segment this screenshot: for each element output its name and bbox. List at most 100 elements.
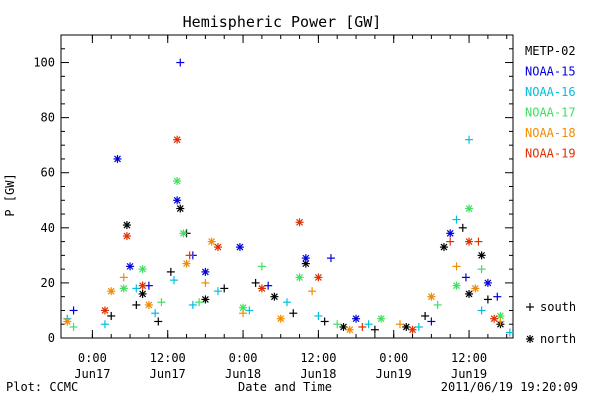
- data-point-noaa-15-south: [69, 306, 78, 315]
- data-point-noaa-19-north: [138, 281, 147, 290]
- data-point-noaa-17-south: [333, 320, 342, 329]
- data-point-noaa-18-north: [107, 287, 116, 296]
- data-point-noaa-19-north: [100, 306, 109, 315]
- data-point-metp-02-south: [458, 223, 467, 232]
- data-point-metp-02-south: [107, 311, 116, 320]
- data-point-metp-02-north: [201, 295, 210, 304]
- data-point-noaa-19-north: [490, 314, 499, 323]
- marker-legend-label-north: north: [540, 332, 576, 346]
- x-tick-label-time: 0:00: [229, 351, 258, 365]
- data-point-noaa-18-south: [308, 287, 317, 296]
- footer-source: Plot: CCMC: [6, 380, 78, 394]
- legend-entry-noaa-15: NOAA-15: [525, 65, 576, 79]
- marker-legend-symbol-north: [526, 335, 534, 343]
- data-point-noaa-17-south: [433, 300, 442, 309]
- chart-title: Hemispheric Power [GW]: [183, 13, 382, 31]
- legend: METP-02 NOAA-15 NOAA-16 NOAA-17 NOAA-18 NOAA-…: [525, 44, 576, 161]
- data-point-noaa-18-south: [396, 320, 404, 329]
- data-point-noaa-18-north: [207, 237, 216, 246]
- data-point-noaa-16-south: [188, 300, 197, 309]
- data-point-noaa-16-south: [132, 284, 141, 293]
- data-point-noaa-19-north: [465, 237, 474, 246]
- data-point-noaa-16-south: [477, 306, 486, 315]
- x-tick-label-date: Jun17: [74, 367, 110, 381]
- data-point-noaa-17-north: [173, 176, 182, 185]
- data-point-noaa-17-north: [465, 204, 474, 213]
- x-tick-label-time: 12:00: [300, 351, 336, 365]
- data-point-noaa-17-north: [452, 281, 461, 290]
- data-point-noaa-18-north: [276, 314, 285, 323]
- marker-legend: south north: [526, 300, 576, 346]
- legend-entry-noaa-17: NOAA-17: [525, 106, 576, 120]
- data-point-noaa-18-south: [452, 262, 461, 271]
- y-tick-label: 100: [33, 56, 55, 70]
- data-point-noaa-15-north: [235, 243, 244, 252]
- data-point-metp-02-north: [301, 259, 310, 268]
- data-point-noaa-18-north: [471, 284, 480, 293]
- data-point-noaa-16-south: [364, 320, 373, 329]
- data-point-noaa-17-north: [179, 229, 188, 238]
- data-point-metp-02-south: [154, 317, 163, 326]
- x-tick-label-date: Jun17: [150, 367, 186, 381]
- data-point-metp-02-south: [421, 311, 430, 320]
- data-point-metp-02-south: [370, 325, 379, 334]
- data-point-noaa-15-north: [201, 267, 210, 276]
- data-point-noaa-19-north: [213, 243, 222, 252]
- data-point-noaa-17-south: [69, 322, 78, 331]
- data-point-metp-02-north: [270, 292, 279, 301]
- x-tick-label-time: 12:00: [150, 351, 186, 365]
- data-point-noaa-16-south: [170, 276, 178, 285]
- data-point-noaa-17-north: [295, 273, 304, 282]
- plot-frame: [60, 34, 514, 339]
- data-point-noaa-18-north: [427, 292, 436, 301]
- y-tick-label: 60: [41, 166, 55, 180]
- data-point-noaa-19-north: [295, 218, 304, 227]
- data-point-noaa-15-north: [446, 229, 455, 238]
- marker-legend-label-south: south: [540, 300, 576, 314]
- data-point-noaa-15-south: [176, 58, 185, 67]
- data-point-noaa-18-north: [182, 259, 191, 268]
- data-point-noaa-18-north: [345, 325, 354, 334]
- data-point-noaa-17-north: [239, 303, 248, 312]
- data-point-noaa-16-south: [314, 311, 323, 320]
- data-point-noaa-19-north: [122, 232, 131, 241]
- data-point-noaa-16-south: [283, 298, 291, 307]
- x-tick-label-date: Jun19: [451, 367, 487, 381]
- x-axis: 0:00 Jun17 12:00 Jun17 0:00 Jun18 12:00 Jun18 0:…: [74, 35, 508, 381]
- x-tick-label-date: Jun18: [300, 367, 336, 381]
- data-point-noaa-19-north: [314, 273, 323, 282]
- data-point-noaa-18-south: [496, 317, 505, 326]
- data-point-noaa-19-south: [358, 322, 367, 331]
- data-point-metp-02-north: [122, 221, 131, 230]
- data-point-noaa-19-north: [257, 284, 266, 293]
- data-point-metp-02-south: [251, 278, 260, 287]
- data-point-metp-02-north: [402, 322, 411, 331]
- data-point-noaa-17-south: [477, 265, 486, 274]
- data-point-noaa-15-north: [352, 314, 361, 323]
- y-axis-label: P [GW]: [3, 173, 17, 216]
- data-points: [63, 58, 514, 337]
- x-tick-label-time: 0:00: [78, 351, 107, 365]
- data-point-noaa-16-south: [151, 309, 160, 318]
- legend-entry-noaa-19: NOAA-19: [525, 147, 576, 161]
- data-point-noaa-17-south: [195, 298, 204, 307]
- data-point-noaa-18-south: [201, 278, 210, 287]
- x-tick-label-date: Jun18: [225, 367, 261, 381]
- data-point-metp-02-north: [176, 204, 185, 213]
- data-point-metp-02-north: [477, 251, 486, 260]
- data-point-noaa-19-south: [446, 237, 455, 246]
- legend-entry-metp-02: METP-02: [525, 44, 576, 58]
- data-point-metp-02-south: [289, 309, 298, 318]
- data-point-metp-02-north: [465, 289, 474, 298]
- data-point-noaa-15-south: [493, 292, 502, 301]
- data-point-noaa-16-south: [213, 287, 222, 296]
- data-point-noaa-18-south: [239, 309, 248, 318]
- data-point-noaa-18-north: [63, 317, 72, 326]
- data-point-noaa-17-north: [138, 265, 147, 274]
- data-point-noaa-15-south: [461, 273, 470, 282]
- data-point-noaa-15-north: [301, 254, 310, 263]
- footer-timestamp: 2011/06/19 19:20:09: [441, 380, 578, 394]
- data-point-metp-02-south: [166, 267, 175, 276]
- marker-legend-symbol-south: [526, 303, 534, 311]
